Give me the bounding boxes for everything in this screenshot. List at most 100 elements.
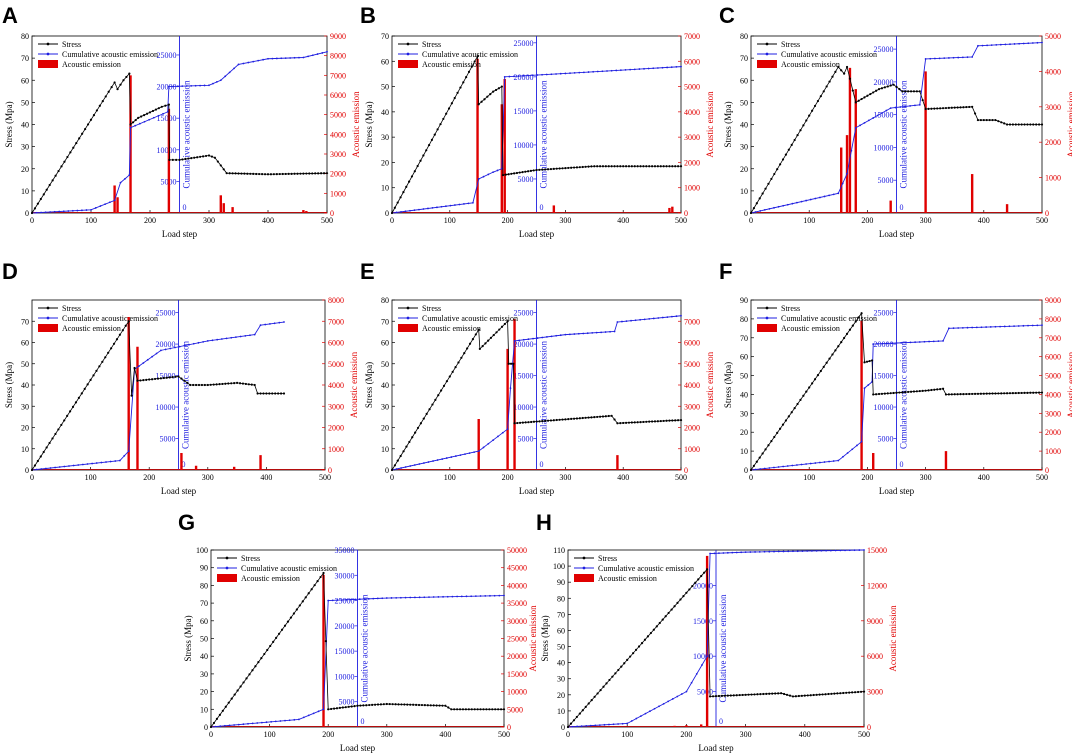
cumulative-point (952, 327, 955, 330)
ae-tick-label: 2000 (684, 424, 700, 433)
stress-point (157, 107, 160, 110)
stress-point (608, 678, 611, 682)
stress-point (104, 95, 107, 98)
stress-point (1020, 123, 1023, 126)
stress-point (447, 107, 451, 110)
stress-point (614, 672, 617, 675)
stress-point (489, 336, 493, 339)
cumulative-tick-label: 5000 (518, 175, 534, 184)
stress-point (347, 705, 350, 708)
cumulative-point (197, 341, 200, 344)
cumulative-point (653, 707, 656, 710)
panel-letter: C (719, 3, 735, 28)
stress-point (233, 693, 236, 696)
stress-point (815, 693, 818, 696)
stress-point (341, 706, 344, 709)
cumulative-point (274, 720, 277, 723)
stress-point (382, 703, 385, 706)
ae-tick-label: 9000 (1045, 296, 1061, 305)
stress-point (868, 359, 871, 363)
stress-point (165, 376, 168, 379)
cumulative-tick-label: 15000 (514, 107, 534, 116)
cumulative-point (536, 337, 539, 339)
y-tick-label: 50 (740, 372, 748, 381)
stress-point (1023, 123, 1026, 126)
cumulative-point (77, 464, 80, 466)
y-tick-label: 70 (21, 54, 29, 63)
panel-letter: B (360, 3, 376, 28)
stress-point (171, 158, 174, 161)
stress-point (639, 165, 642, 168)
cumulative-point (327, 599, 330, 602)
cumulative-point (735, 551, 738, 554)
cumulative-point (846, 172, 848, 175)
stress-point (463, 352, 466, 355)
stress-point (645, 420, 648, 423)
cumulative-point (1013, 325, 1015, 328)
y-tick-label: 40 (740, 121, 748, 130)
stress-point (794, 695, 798, 698)
stress-point (393, 206, 396, 209)
cumulative-point (823, 461, 826, 463)
cumulative-point (805, 199, 808, 202)
stress-point (124, 324, 127, 327)
cumulative-point (322, 708, 325, 711)
stress-point (630, 165, 633, 168)
ae-bar (259, 455, 262, 470)
cumulative-point (621, 320, 623, 323)
stress-point (968, 105, 971, 109)
legend-stress-label: Stress (781, 40, 800, 49)
cumulative-point (142, 362, 145, 364)
stress-point (279, 392, 283, 395)
cumulative-tick-label: 5000 (160, 435, 176, 444)
cumulative-point (754, 551, 756, 553)
cumulative-point (670, 66, 673, 69)
stress-point (664, 615, 667, 618)
x-tick-label: 400 (617, 216, 629, 225)
cumulative-point (129, 126, 132, 129)
stress-point (75, 141, 78, 145)
x-tick-label: 400 (260, 473, 272, 482)
cumulative-point (418, 596, 421, 599)
x-tick-label: 100 (621, 730, 633, 739)
stress-point (656, 165, 659, 168)
stress-point (875, 393, 878, 396)
ae-bar (616, 455, 619, 470)
stress-point (708, 695, 712, 698)
ae-tick-label: 9000 (867, 617, 883, 626)
stress-point (212, 383, 215, 386)
cumulative-point (754, 468, 757, 471)
stress-point (616, 165, 619, 168)
stress-point (487, 339, 490, 342)
stress-point (956, 106, 959, 109)
ae-tick-label: 6000 (1045, 353, 1061, 362)
stress-point (744, 693, 747, 696)
legend-ae-label: Acoustic emission (781, 60, 840, 69)
stress-point (605, 682, 608, 685)
cumulative-point (904, 105, 907, 108)
stress-point (839, 692, 842, 695)
cumulative-point (846, 452, 849, 454)
stress-point (570, 166, 573, 169)
cumulative-point (506, 428, 509, 430)
stress-point (280, 628, 284, 631)
stress-point (854, 320, 857, 323)
cumulative-point (446, 595, 449, 598)
stress-point (513, 422, 516, 425)
stress-point (313, 584, 316, 587)
stress-point (277, 392, 280, 395)
cumulative-zero-label: 0 (361, 717, 365, 726)
cumulative-point (990, 44, 993, 47)
stress-point (944, 393, 948, 396)
cumulative-point (283, 321, 285, 323)
stress-point (805, 390, 808, 393)
cumulative-point (428, 596, 430, 599)
stress-point (808, 114, 811, 117)
stress-point (244, 382, 247, 386)
cumulative-point (617, 723, 619, 725)
stress-point (912, 390, 916, 393)
cumulative-point (889, 107, 892, 110)
stress-point (113, 81, 116, 84)
ae-tick-label: 0 (684, 209, 688, 218)
stress-point (909, 90, 913, 93)
